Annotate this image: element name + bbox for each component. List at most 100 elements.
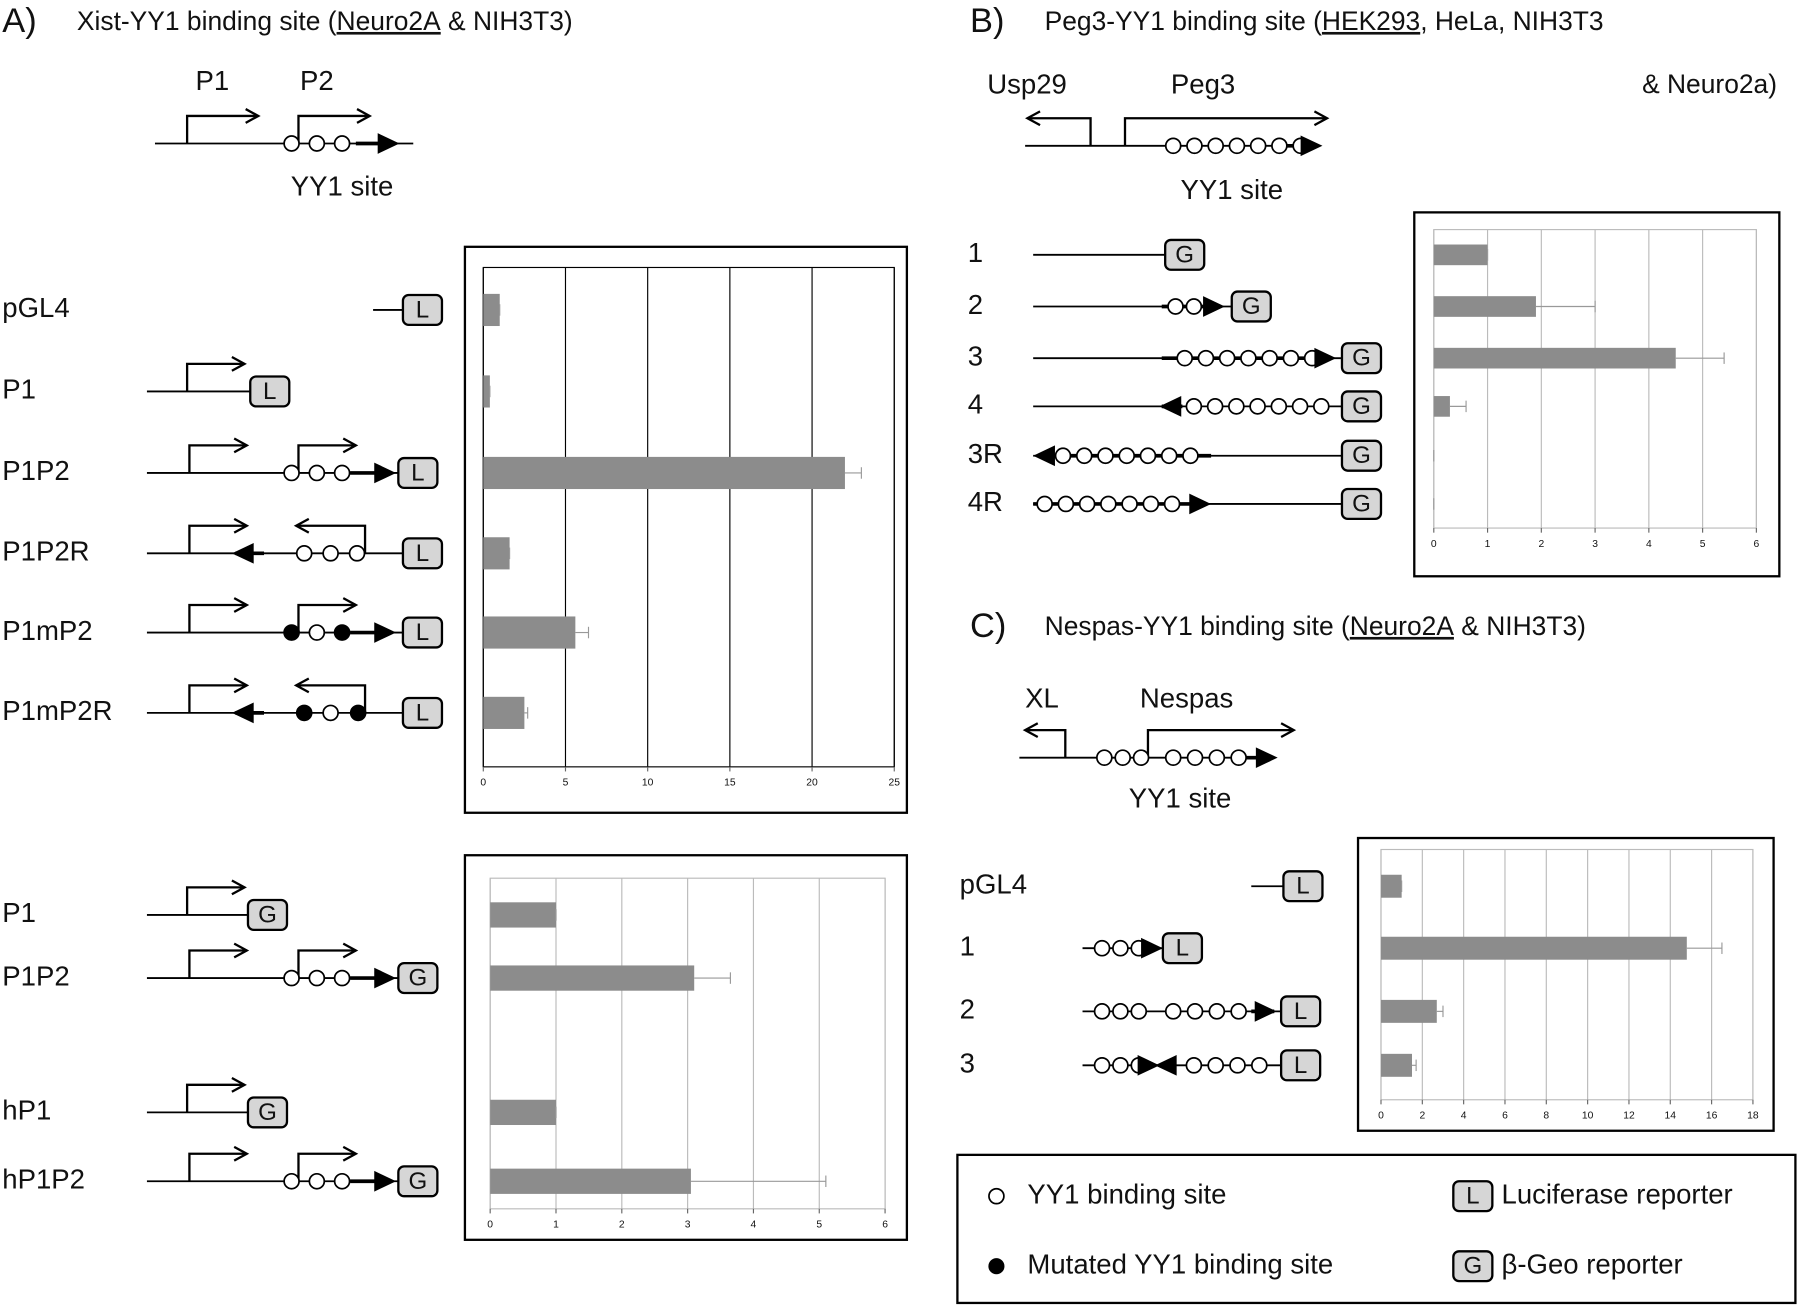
yy1-site	[333, 464, 351, 482]
reporter-symbol: L	[1176, 935, 1189, 962]
arrow-head	[1022, 722, 1039, 739]
x-tick-label: 12	[1623, 1111, 1635, 1122]
reporter-box	[1452, 1250, 1494, 1283]
reporter-symbol: L	[1296, 873, 1309, 900]
reporter-symbol: L	[263, 378, 276, 405]
reporter-box	[401, 696, 444, 729]
x-tick-label: 3	[1592, 539, 1598, 550]
yy1-site	[1207, 137, 1225, 155]
yy1-site	[1112, 939, 1129, 957]
reporter-box	[401, 537, 444, 570]
yy1-site	[283, 135, 300, 152]
promoter-arrow	[297, 1152, 356, 1182]
yy1-site	[1206, 398, 1224, 415]
promoter-label: P1	[196, 65, 230, 96]
yy1-site	[1186, 749, 1204, 766]
row-label: 2	[968, 289, 983, 320]
reporter-box	[249, 375, 291, 408]
row-label: hP1P2	[2, 1164, 85, 1195]
arrow-head	[233, 1145, 250, 1162]
site-label: YY1 site	[1129, 782, 1232, 813]
yy1-site	[1112, 1003, 1129, 1020]
orientation-triangle	[1254, 1001, 1277, 1022]
yy1-site	[1164, 137, 1182, 155]
row-label: P1P2R	[2, 536, 89, 567]
reporter-symbol: L	[1466, 1183, 1479, 1210]
yy1-site	[1261, 349, 1278, 367]
yy1-site	[308, 1172, 326, 1190]
yy1-site	[333, 1172, 351, 1190]
chart-frame	[1413, 211, 1781, 578]
reporter-symbol: L	[416, 699, 429, 726]
yy1-site	[333, 135, 351, 152]
panel-title: Xist-YY1 binding site (Neuro2A & NIH3T3)	[77, 6, 573, 36]
orientation-triangle	[374, 462, 397, 484]
yy1-site	[283, 464, 300, 482]
legend-label: Mutated YY1 binding site	[1027, 1248, 1333, 1279]
site-label: YY1 site	[291, 171, 394, 202]
title-part: & NIH3T3)	[441, 6, 573, 36]
arrow-head	[231, 356, 247, 372]
title-part: & NIH3T3)	[1454, 611, 1586, 641]
row-label: 4	[968, 389, 983, 420]
reporter-symbol: G	[258, 901, 277, 928]
yy1-site	[1185, 1056, 1203, 1074]
row-label: pGL4	[960, 869, 1027, 900]
yy1-site	[1163, 495, 1181, 513]
arrow-head	[1025, 110, 1041, 127]
promoter-arrow	[185, 114, 259, 144]
yy1-site	[1312, 398, 1330, 415]
arrow-head	[1280, 722, 1297, 739]
row-label: 3	[960, 1048, 975, 1079]
yy1-site	[1282, 349, 1300, 367]
arrow-head	[245, 108, 261, 124]
row-label: 1	[960, 931, 975, 962]
x-tick-label: 6	[882, 1220, 888, 1231]
mutated-yy1-site	[283, 624, 300, 641]
bar	[1380, 874, 1402, 898]
yy1-site	[1100, 495, 1117, 513]
chart-frame	[1356, 836, 1775, 1132]
promoter-arrow	[296, 684, 367, 713]
yy1-site	[1176, 349, 1194, 367]
promoter-arrow	[297, 949, 356, 979]
bar	[490, 902, 556, 928]
yy1-site	[1249, 137, 1267, 155]
promoter-arrow	[1027, 117, 1092, 146]
reporter-box	[1164, 238, 1206, 271]
row-label: hP1	[2, 1095, 51, 1126]
chart-frame	[463, 245, 909, 814]
yy1-site	[1093, 939, 1111, 957]
reporter-symbol: G	[1352, 393, 1371, 420]
bar	[1380, 1053, 1412, 1077]
panel-title: Peg3-YY1 binding site (HEK293, HeLa, NIH…	[1045, 6, 1604, 36]
title-part: Neuro2A	[1350, 611, 1455, 641]
arrow-head	[233, 942, 250, 959]
reporter-box	[401, 616, 444, 649]
x-tick-label: 8	[1543, 1111, 1549, 1122]
yy1-site	[1164, 1003, 1182, 1020]
yy1-site	[1121, 495, 1138, 513]
yy1-site	[322, 544, 339, 562]
yy1-site	[1093, 1003, 1111, 1020]
yy1-site	[1229, 1056, 1246, 1074]
bar	[490, 965, 695, 991]
reporter-box	[246, 1096, 289, 1129]
yy1-site	[1230, 749, 1247, 766]
x-tick-label: 5	[563, 778, 569, 789]
arrow-head	[356, 108, 373, 124]
x-tick-label: 1	[553, 1220, 559, 1231]
bar	[1433, 244, 1488, 266]
reporter-box	[1340, 439, 1383, 472]
x-tick-label: 4	[751, 1220, 757, 1231]
promoter-arrow	[188, 603, 247, 633]
x-tick-label: 4	[1646, 539, 1652, 550]
bar	[483, 537, 510, 570]
title-part: , HeLa, NIH3T3	[1420, 6, 1603, 36]
yy1-site	[1230, 1003, 1247, 1020]
row-label: 3	[968, 340, 983, 371]
yy1-site	[1228, 137, 1246, 155]
yy1-site	[1182, 447, 1199, 465]
yy1-site	[1271, 137, 1288, 155]
yy1-site	[308, 135, 326, 152]
